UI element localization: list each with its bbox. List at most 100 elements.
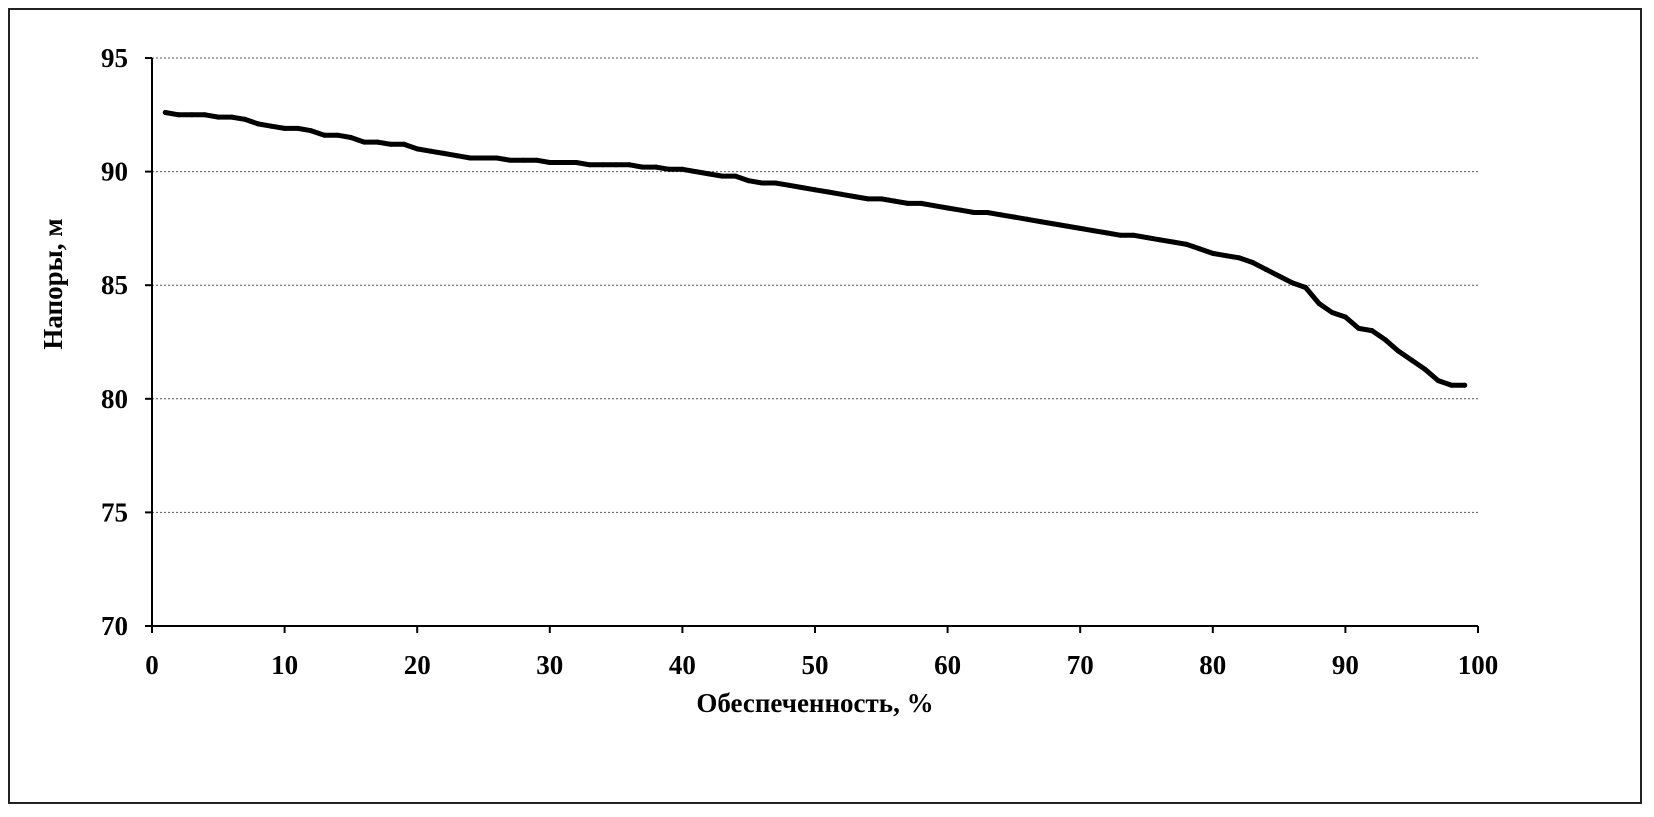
data-point <box>481 155 486 161</box>
data-point <box>786 182 791 188</box>
data-point <box>852 194 858 200</box>
data-point <box>1051 221 1057 227</box>
data-point <box>1316 300 1322 306</box>
data-point <box>945 205 951 211</box>
data-point <box>176 112 181 118</box>
data-point <box>600 162 606 168</box>
data-point <box>1303 285 1309 290</box>
data-point <box>573 160 579 165</box>
data-point <box>361 139 367 145</box>
data-point <box>971 210 977 215</box>
data-point <box>242 116 248 122</box>
data-point <box>1263 266 1269 272</box>
data-point <box>189 112 195 118</box>
data-point <box>1342 314 1348 320</box>
data-point <box>348 135 354 140</box>
data-point <box>1210 250 1216 256</box>
data-point <box>308 128 314 134</box>
data-point <box>1144 235 1149 240</box>
data-point <box>719 173 725 179</box>
data-point <box>918 200 924 206</box>
data-point <box>905 200 911 206</box>
data-point <box>1011 214 1017 220</box>
data-point <box>1422 366 1428 372</box>
data-point <box>1369 328 1375 334</box>
x-tick-label: 80 <box>1199 650 1226 680</box>
data-point <box>706 171 712 177</box>
data-point <box>772 180 778 186</box>
y-tick-label: 70 <box>101 611 128 641</box>
data-point <box>1104 230 1110 236</box>
data-point <box>653 164 659 170</box>
data-point <box>1409 357 1415 363</box>
data-point <box>1037 219 1043 225</box>
data-point <box>931 203 937 209</box>
data-point <box>984 210 990 215</box>
data-point <box>1395 348 1401 354</box>
data-point <box>640 164 646 170</box>
series-line-head <box>162 110 1468 388</box>
x-tick-label: 100 <box>1458 650 1499 680</box>
data-point <box>428 148 433 154</box>
data-point <box>746 178 752 184</box>
data-point <box>865 196 871 202</box>
data-point <box>374 139 380 145</box>
gridlines <box>152 57 1478 513</box>
data-point <box>679 166 685 172</box>
data-point <box>1435 378 1441 384</box>
data-point <box>587 162 593 168</box>
data-point <box>1197 246 1202 252</box>
data-point <box>414 146 420 152</box>
y-tick-labels: 70 75 80 85 90 95 <box>101 43 152 641</box>
data-point <box>295 125 301 131</box>
data-point <box>626 162 632 168</box>
data-point <box>388 141 394 147</box>
data-point <box>454 153 460 159</box>
data-point <box>1024 216 1030 222</box>
data-point <box>268 123 274 129</box>
data-point <box>1064 223 1070 229</box>
x-tick-label: 50 <box>802 650 829 680</box>
data-point <box>1449 382 1454 388</box>
data-point <box>1356 325 1362 331</box>
data-point <box>998 212 1004 218</box>
data-point <box>1117 232 1123 238</box>
data-point <box>1462 382 1468 388</box>
data-point <box>335 132 341 138</box>
data-point <box>958 207 964 213</box>
data-point <box>560 160 566 165</box>
data-point <box>467 155 473 161</box>
data-point <box>839 191 844 197</box>
y-tick-label: 75 <box>101 497 128 527</box>
data-point <box>215 114 221 120</box>
data-point <box>1183 241 1189 247</box>
y-tick-label: 95 <box>101 43 128 73</box>
x-tick-label: 30 <box>536 650 563 680</box>
x-tick-label: 70 <box>1067 650 1094 680</box>
data-point <box>534 157 539 163</box>
data-point <box>666 166 672 172</box>
data-point <box>878 196 884 202</box>
data-point <box>1236 255 1242 261</box>
data-point <box>507 157 513 163</box>
data-point <box>547 160 553 165</box>
data-point <box>1223 253 1229 259</box>
x-tick-label: 20 <box>404 650 431 680</box>
y-tick-label: 90 <box>101 157 128 187</box>
data-point <box>1130 232 1136 238</box>
x-tick-label: 60 <box>934 650 961 680</box>
data-point <box>825 189 831 195</box>
data-point <box>255 121 261 127</box>
x-tick-label: 40 <box>669 650 696 680</box>
data-point <box>812 187 818 193</box>
data-point <box>1329 310 1335 315</box>
data-point <box>162 110 168 115</box>
data-point <box>520 157 526 163</box>
data-point <box>229 114 235 120</box>
y-tick-label: 85 <box>101 270 128 300</box>
data-point <box>1276 273 1282 279</box>
data-point <box>799 185 805 190</box>
data-point <box>202 112 208 118</box>
data-point <box>1157 237 1163 243</box>
